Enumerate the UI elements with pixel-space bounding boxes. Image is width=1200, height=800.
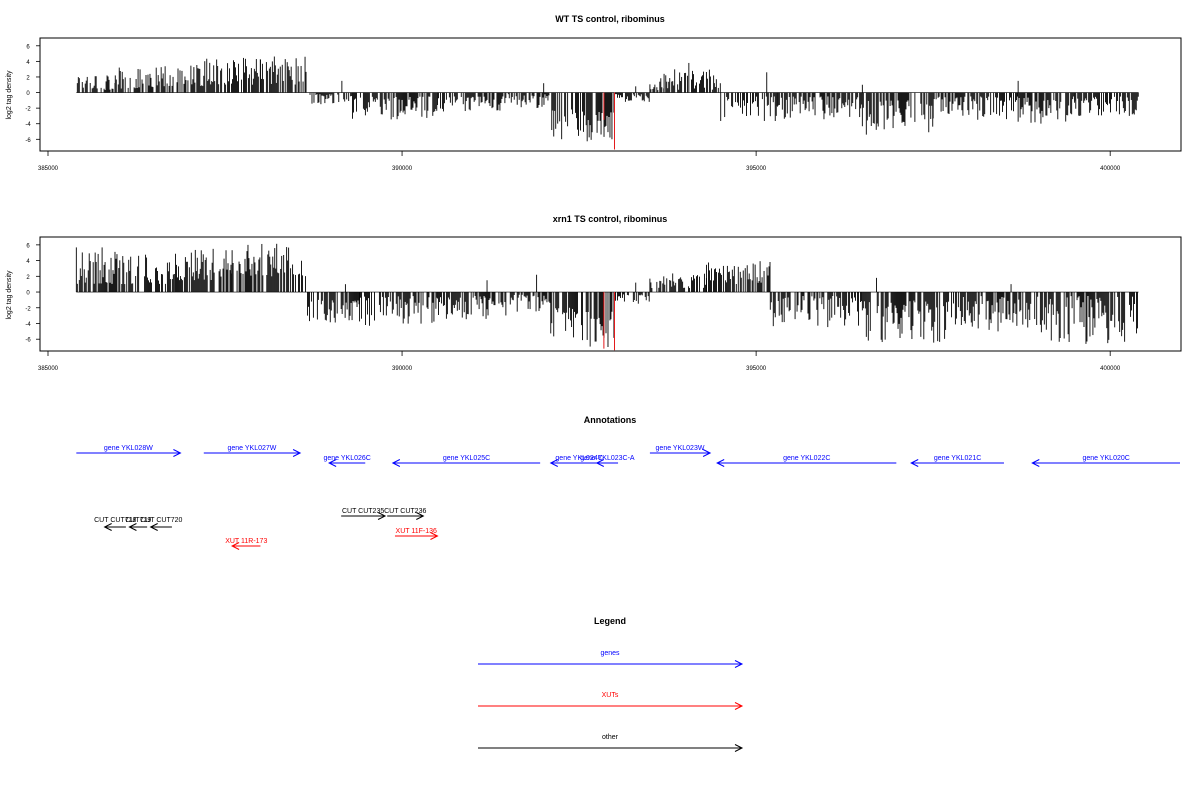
gene-arrow-head (595, 459, 605, 467)
legend-label: other (602, 734, 619, 741)
y-tick-label: -4 (25, 322, 31, 328)
gene-label: gene YKL023C-A (580, 455, 635, 462)
y-tick-label: -2 (25, 306, 31, 312)
y-tick-label: -4 (25, 122, 31, 128)
legend-title: Legend (594, 616, 626, 626)
gene-arrow-head (292, 449, 302, 457)
x-tick-label: 395000 (746, 366, 767, 372)
y-tick-label: 2 (26, 75, 30, 81)
y-tick-label: 0 (26, 291, 30, 297)
cut-label: CUT CUT236 (384, 508, 426, 515)
y-tick-label: -6 (25, 338, 31, 344)
xrn1-tag-density-panel: xrn1 TS control, ribominus log2 tag dens… (6, 214, 1182, 372)
annotations-track: Annotations gene YKL028W gene YKL027Wgene… (76, 415, 1180, 550)
y-tick-label: 6 (26, 44, 30, 50)
legend-genes-arrow-head (734, 660, 744, 668)
x-tick-label: 400000 (1100, 366, 1121, 372)
y-tick-label: 4 (26, 259, 30, 265)
cut-label: CUT CUT718 (94, 517, 136, 524)
xut-arrow-head (430, 532, 439, 540)
cut-arrow-head (377, 512, 387, 520)
gene-arrow-head (1031, 459, 1040, 467)
gene-label: gene YKL028W (104, 445, 153, 452)
cut-arrow-head (149, 523, 158, 531)
x-tick-label: 385000 (38, 166, 59, 172)
legend-label: XUTs (602, 692, 619, 699)
gene-arrow-head (702, 449, 712, 457)
y-tick-label: 4 (26, 60, 30, 66)
x-tick-label: 390000 (392, 166, 413, 172)
gene-label: gene YKL021C (934, 455, 981, 462)
gene-label: gene YKL023W (656, 445, 705, 452)
legend-items: genes XUTs other (478, 650, 744, 752)
xut-label: XUT 11F-136 (396, 528, 437, 535)
cut-label: CUT CUT720 (140, 517, 182, 524)
legend-label: genes (600, 650, 620, 657)
y-axis-label: log2 tag density (6, 70, 13, 120)
y-axis-label: log2 tag density (6, 270, 13, 320)
legend: Legend genes XUTs other (478, 616, 744, 752)
x-tick-label: 390000 (392, 366, 413, 372)
cut-arrow-head (128, 523, 137, 531)
y-tick-label: -2 (25, 107, 31, 113)
gene-label: gene YKL024C (555, 455, 602, 462)
cut-label: CUT CUT235 (342, 508, 384, 515)
gene-label: gene YKL025C (443, 455, 490, 462)
legend-xuts-arrow-head (734, 702, 744, 710)
y-tick-label: 6 (26, 243, 30, 249)
gene-arrow-head (173, 449, 182, 457)
axis-group: -6 -4 -2 0 2 4 6 385000 390000 395000 400000 (25, 44, 1121, 172)
gene-arrow-head (391, 459, 401, 467)
cut-arrow-head (103, 523, 112, 531)
bar-group (75, 243, 1139, 351)
gene-label: gene YKL027W (227, 445, 276, 452)
x-tick-label: 395000 (746, 166, 767, 172)
y-tick-label: 2 (26, 275, 30, 281)
annotations-title: Annotations (584, 415, 637, 425)
gene-label: gene YKL020C (1082, 455, 1129, 462)
y-tick-label: 0 (26, 91, 30, 97)
panel-title: xrn1 TS control, ribominus (553, 214, 668, 224)
gene-arrow-head (549, 459, 558, 467)
gene-arrow-head (328, 459, 337, 467)
legend-other-arrow-head (734, 744, 744, 752)
cut-arrow-head (416, 512, 425, 520)
cut-label: CUT719 (125, 517, 151, 524)
xut-arrow-head (230, 542, 240, 550)
bar-group (76, 56, 1139, 150)
gene-label: gene YKL026C (324, 455, 371, 462)
gene-label: gene YKL022C (783, 455, 830, 462)
wt-tag-density-panel: WT TS control, ribominus log2 tag densit… (6, 14, 1182, 172)
gene-arrow-head (716, 459, 725, 467)
gene-arrow-head (910, 459, 919, 467)
panel-title: WT TS control, ribominus (555, 14, 665, 24)
axis-group: -6 -4 -2 0 2 4 6 385000 390000 395000 400000 (25, 243, 1121, 372)
feature-group: gene YKL028W gene YKL027W gene YKL026C gene… (76, 445, 1180, 550)
x-tick-label: 400000 (1100, 166, 1121, 172)
y-tick-label: -6 (25, 138, 31, 144)
x-tick-label: 385000 (38, 366, 59, 372)
xut-label: XUT 11R-173 (225, 538, 267, 545)
